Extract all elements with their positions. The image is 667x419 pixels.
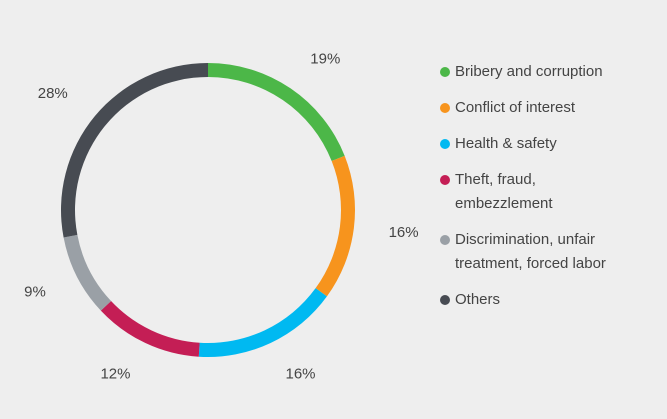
legend-item: Bribery and corruption: [440, 60, 635, 84]
legend: Bribery and corruption Conflict of intere…: [440, 60, 640, 324]
legend-swatch: [440, 295, 450, 305]
legend-item: Others: [440, 288, 635, 312]
data-label: 12%: [100, 366, 130, 383]
data-label: 16%: [389, 224, 419, 241]
legend-item: Discrimination, unfair treatment, forced…: [440, 228, 635, 276]
data-label: 16%: [285, 366, 315, 383]
legend-swatch: [440, 103, 450, 113]
legend-label: Conflict of interest: [455, 99, 576, 116]
legend-label: Bribery and corruption: [455, 63, 603, 80]
legend-label: Others: [455, 291, 501, 308]
data-label: 28%: [38, 85, 68, 102]
legend-swatch: [440, 139, 450, 149]
legend-label: Discrimination, unfair treatment, forced…: [455, 231, 606, 272]
donut-segment: [100, 301, 200, 357]
legend-swatch: [440, 67, 450, 77]
data-label: 19%: [310, 50, 340, 67]
donut-segment: [60, 63, 208, 238]
donut-segment: [198, 288, 327, 357]
donut-segment: [63, 234, 112, 311]
legend-label: Theft, fraud, embezzlement: [455, 171, 553, 212]
donut-segment: [315, 155, 355, 297]
legend-swatch: [440, 235, 450, 245]
legend-item: Conflict of interest: [440, 96, 635, 120]
legend-item: Health & safety: [440, 132, 635, 156]
donut-segment: [208, 63, 345, 162]
legend-swatch: [440, 175, 450, 185]
legend-label: Health & safety: [455, 135, 557, 152]
legend-item: Theft, fraud, embezzlement: [440, 168, 635, 216]
data-label: 9%: [24, 284, 46, 301]
